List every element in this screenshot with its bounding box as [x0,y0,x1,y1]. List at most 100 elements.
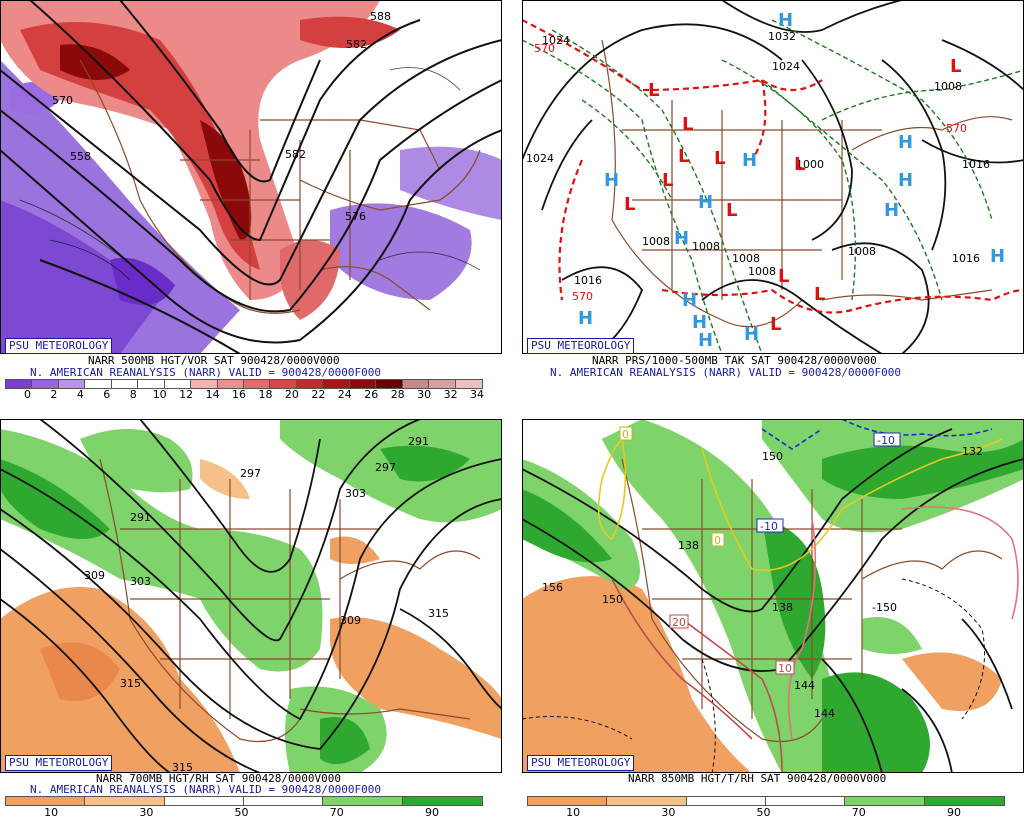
isotherm-label: -10 [877,434,895,447]
scale-swatch [844,796,927,806]
map-850mb: 150 -10 -10 0 0 138 156 150 138 20 10 14… [522,419,1024,773]
scale-swatch [454,379,484,389]
contour-label: 582 [285,148,306,161]
low-pressure-marker: L [950,56,961,77]
scale-tick-label: 32 [443,388,458,401]
scale-tick-label: 30 [661,806,676,819]
scale-tick-label: 70 [851,806,866,819]
scale-tick-label: 8 [129,388,137,401]
scale-swatch [163,796,246,806]
rh-color-scale [527,796,1006,806]
contour-label: 303 [130,575,151,588]
high-pressure-marker: H [692,312,707,333]
contour-label: 291 [130,511,151,524]
scale-tick-label: 20 [284,388,299,401]
rh-scale-ticks: 10 30 50 70 90 [527,806,1003,819]
low-pressure-marker: L [648,80,659,101]
scale-swatch [923,796,1006,806]
isotherm-label: -10 [760,520,778,533]
scale-tick-label: 18 [258,388,273,401]
isotherm-label: 0 [622,428,629,441]
high-pressure-marker: H [698,192,713,213]
scale-tick-label: 10 [152,388,167,401]
caption-valid: N. AMERICAN REANALYSIS (NARR) VALID = 90… [30,783,381,796]
scale-tick-label: 4 [76,388,84,401]
map-500mb: 570 582 588 558 576 582 [0,0,502,354]
isobar-label: 1008 [934,80,962,93]
isotherm-label: 20 [672,616,686,629]
scale-tick-label: 16 [232,388,247,401]
rh-color-scale [5,796,484,806]
caption-valid: N. AMERICAN REANALYSIS (NARR) VALID = 90… [550,366,901,379]
scale-tick-label: 12 [179,388,194,401]
thickness-label: 570 [946,122,967,135]
high-pressure-marker: H [682,290,697,311]
panel-500mb-vorticity: 570 582 588 558 576 582 PSU METEOROLOGY … [0,0,502,401]
isobar-label: 1016 [962,158,990,171]
isotherm-label: 0 [714,534,721,547]
isotherm-label: 10 [778,662,792,675]
contour-label: 144 [814,707,835,720]
panel-850mb-temp-rh: 150 -10 -10 0 0 138 156 150 138 20 10 14… [522,419,1024,819]
scale-tick-label: 30 [417,388,432,401]
low-pressure-marker: L [778,266,789,287]
isobar-label: 1008 [642,235,670,248]
scale-swatch [322,796,405,806]
scale-tick-label: 50 [756,806,771,819]
vorticity-color-scale [5,379,484,389]
panel-sea-level-pressure: 1024 1032 1024 1008 1016 1024 1008 1008 … [522,0,1024,400]
isobar-label: 1008 [732,252,760,265]
isobar-label: 1024 [772,60,800,73]
caption-product: NARR 850MB HGT/T/RH SAT 900428/0000V000 [628,772,887,785]
contour-label: 150 [762,450,783,463]
scale-swatch [243,796,325,806]
low-pressure-marker: L [624,194,635,215]
psu-meteorology-badge: PSU METEOROLOGY [5,755,113,771]
contour-label: 582 [346,38,367,51]
contour-label: 588 [370,10,391,23]
psu-meteorology-badge: PSU METEOROLOGY [5,338,113,354]
scale-tick-label: 26 [364,388,379,401]
rh-scale-ticks: 10 30 50 70 90 [5,806,481,819]
high-pressure-marker: H [674,228,689,249]
contour-label: 144 [794,679,815,692]
contour-label: 297 [240,467,261,480]
scale-swatch [5,796,87,806]
scale-tick-label: 90 [424,806,439,819]
contour-label: 138 [678,539,699,552]
contour-label: 132 [962,445,983,458]
scale-swatch [527,796,609,806]
isobar-label: 1008 [748,265,776,278]
contour-label: 291 [408,435,429,448]
isobar-label: 1024 [542,34,570,47]
contour-label: 303 [345,487,366,500]
scale-tick-label: 6 [103,388,111,401]
thickness-label: 570 [572,290,593,303]
scale-swatch [401,796,484,806]
low-pressure-marker: L [678,146,689,167]
high-pressure-marker: H [744,324,759,345]
contour-label: 297 [375,461,396,474]
contour-label: 558 [70,150,91,163]
scale-tick-label: 14 [205,388,220,401]
high-pressure-marker: H [698,330,713,351]
isobar-label: 1008 [848,245,876,258]
vorticity-scale-ticks: 0 2 4 6 8 10 12 14 16 18 20 22 24 26 28 30 32 34 [5,388,484,401]
high-pressure-marker: H [884,200,899,221]
thickness-label: 570 [534,42,555,55]
contour-label: 576 [345,210,366,223]
high-pressure-marker: H [604,170,619,191]
contour-label: 309 [340,614,361,627]
psu-meteorology-badge: PSU METEOROLOGY [527,755,635,771]
scale-tick-label: 70 [329,806,344,819]
scale-swatch [606,796,689,806]
scale-tick-label: 10 [44,806,59,819]
contour-label: 150 [602,593,623,606]
caption-product: NARR 500MB HGT/VOR SAT 900428/0000V000 [88,354,340,367]
scale-tick-label: 22 [311,388,326,401]
contour-label: 138 [772,601,793,614]
low-pressure-marker: L [662,170,673,191]
contour-label: 315 [428,607,449,620]
scale-tick-label: 30 [139,806,154,819]
high-pressure-marker: H [990,246,1005,267]
